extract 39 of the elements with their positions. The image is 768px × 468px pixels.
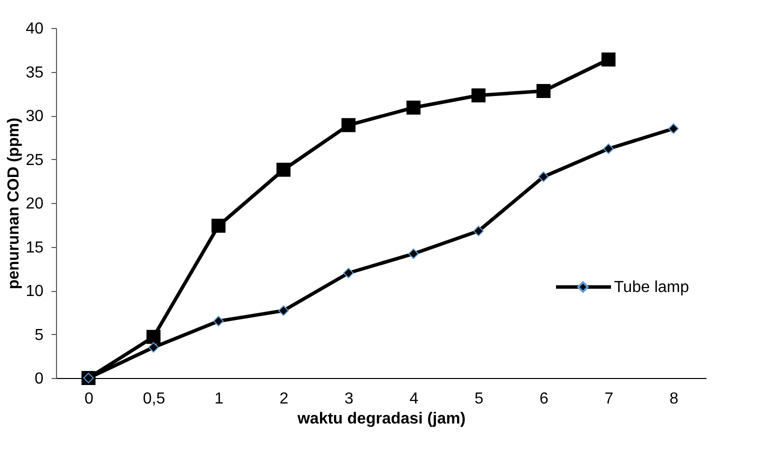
- point: [213, 316, 224, 326]
- x-tick-label: 4: [410, 390, 419, 408]
- x-tick-label: 0: [84, 390, 94, 408]
- x-axis-title: waktu degradasi (jam): [296, 410, 466, 428]
- point: [341, 118, 356, 132]
- y-tick-label: 25: [26, 152, 44, 169]
- x-tick-label: 2: [280, 390, 289, 408]
- y-tick-label: 0: [34, 370, 44, 388]
- point: [211, 218, 226, 233]
- point: [148, 342, 159, 353]
- legend-label: Tube lamp: [614, 279, 690, 296]
- point: [408, 248, 419, 259]
- x-tick-label: 8: [670, 390, 679, 408]
- x-tick-label: 5: [474, 390, 484, 408]
- point: [146, 330, 161, 344]
- y-axis-title: penurunan COD (ppm): [6, 118, 23, 290]
- x-tick-label: 3: [344, 390, 354, 408]
- x-tick-label: 7: [604, 390, 614, 408]
- point: [603, 144, 614, 154]
- point: [538, 172, 549, 182]
- y-tick-label: 30: [26, 108, 44, 125]
- x-tick-label: 1: [214, 390, 224, 408]
- point: [536, 84, 551, 98]
- point: [473, 226, 484, 236]
- x-tick-label: 0,5: [142, 390, 166, 408]
- point: [471, 88, 486, 102]
- y-tick-label: 40: [26, 20, 44, 38]
- point: [601, 52, 616, 67]
- x-tick-label: 6: [540, 390, 549, 408]
- y-tick-label: 20: [26, 196, 44, 212]
- point: [343, 268, 354, 278]
- y-tick-label: 5: [34, 326, 44, 344]
- point: [278, 305, 289, 316]
- y-tick-label: 10: [26, 283, 44, 300]
- y-tick-label: 35: [26, 64, 44, 82]
- y-tick-label: 15: [26, 239, 44, 256]
- point: [406, 100, 421, 115]
- point: [276, 162, 291, 177]
- point: [668, 123, 679, 134]
